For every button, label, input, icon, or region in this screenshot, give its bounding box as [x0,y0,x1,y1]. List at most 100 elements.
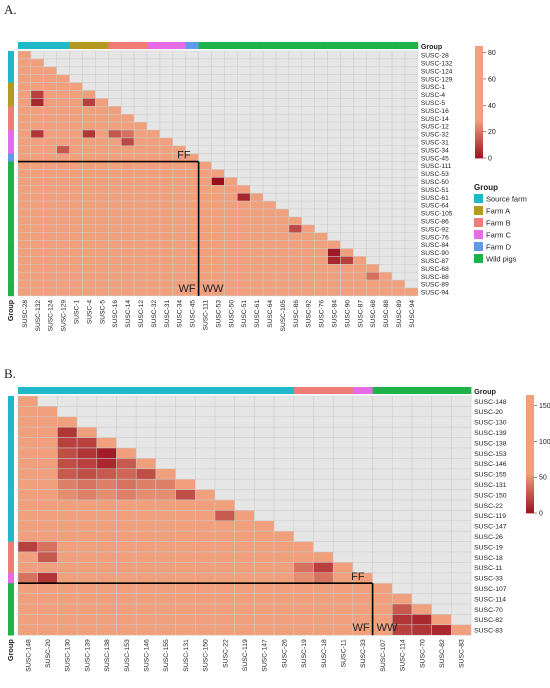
heatmap-cell [116,510,137,522]
heatmap-cell [378,153,393,162]
heatmap-cell [392,582,413,594]
heatmap-cell [262,264,277,273]
heatmap-cell [57,458,78,470]
group-bar-left-cell [8,531,14,542]
heatmap-cell [175,395,196,407]
heatmap-cell [352,520,373,532]
heatmap-cell [135,593,157,605]
heatmap-cell [211,161,225,170]
heatmap-cell [198,113,212,123]
heatmap-cell [95,271,109,281]
heatmap-cell [411,593,432,605]
heatmap-cell [366,279,380,289]
heatmap-cell [17,279,32,289]
heatmap-cell [82,224,96,233]
heatmap-cell [293,447,314,459]
heatmap-cell [195,530,216,542]
colorbar-segment [475,88,483,92]
heatmap-cell [17,562,38,574]
group-bar-left-cell [8,552,14,563]
heatmap-cell [404,208,419,218]
column-label: SUSC-61 [254,300,261,328]
colorbar-segment [475,107,483,111]
heatmap-cell [314,113,328,123]
heatmap-cell [17,520,38,532]
heatmap-cell [366,208,380,218]
group-bar-left-cell [8,66,14,75]
heatmap-cell [327,145,341,154]
group-bar-top-cell [211,42,225,49]
heatmap-cell [56,208,70,218]
heatmap-cell [404,248,419,257]
heatmap-cell [431,395,452,407]
heatmap-cell [224,50,238,60]
heatmap-cell [262,113,277,123]
heatmap-cell [185,224,199,233]
heatmap-cell [37,468,58,480]
heatmap-cell [185,208,199,218]
heatmap-cell [108,66,122,75]
heatmap-cell [135,551,157,563]
heatmap-cell [214,603,235,615]
row-label: SUSC-82 [474,617,503,624]
heatmap-cell [404,106,419,115]
heatmap-cell [254,437,275,449]
heatmap-cell [56,224,70,233]
heatmap-cell [411,447,432,459]
group-bar-top-cell [18,387,38,394]
group-bar-left-cell [8,614,14,626]
row-group-label: Group [6,639,15,661]
heatmap-cell [108,161,122,170]
heatmap-cell [82,66,96,75]
heatmap-cell [96,416,117,428]
heatmap-cell [175,406,196,418]
heatmap-cell [198,121,212,131]
heatmap-cell [57,447,78,459]
heatmap-cell [76,499,98,511]
heatmap-cell [95,66,109,75]
group-bar-left-cell [8,624,14,636]
heatmap-cell [172,256,186,265]
colorbar-segment [526,489,534,493]
heatmap-cell [96,614,117,626]
heatmap-cell [172,216,186,226]
heatmap-cell [120,256,135,265]
heatmap-cell [411,489,432,501]
group-bar-top-cell [69,42,83,49]
heatmap-cell [56,216,70,226]
group-bar-top-cell [340,42,354,49]
heatmap-cell [353,169,367,178]
colorbar-segment [526,427,534,431]
heatmap-cell [30,177,45,186]
heatmap-cell [211,200,225,210]
heatmap-cell [234,530,255,542]
heatmap-cell [249,208,264,218]
heatmap-cell [185,106,199,115]
heatmap-cell [133,177,148,186]
heatmap-cell [82,113,96,123]
heatmap-cell [211,129,225,139]
heatmap-cell [159,50,174,60]
heatmap-cell [146,240,161,249]
heatmap-cell [314,200,328,210]
heatmap-cell [314,256,328,265]
colorbar-segment [526,465,534,470]
heatmap-cell [353,82,367,91]
heatmap-cell [69,192,83,202]
heatmap-cell [214,593,235,605]
heatmap-cell [224,98,238,107]
group-bar-top-cell [136,387,157,394]
group-bar-top-cell [147,42,161,49]
heatmap-cell [155,614,176,626]
heatmap-cell [275,121,290,131]
heatmap-cell [159,90,174,99]
heatmap-cell [198,185,212,194]
group-bar-top-cell [224,42,238,49]
heatmap-cell [120,287,135,297]
heatmap-cell [56,287,70,297]
colorbar-segment [526,462,534,467]
heatmap-cell [175,614,196,626]
colorbar-segment [526,451,534,455]
heatmap-cell [293,520,314,532]
heatmap-cell [120,279,135,289]
